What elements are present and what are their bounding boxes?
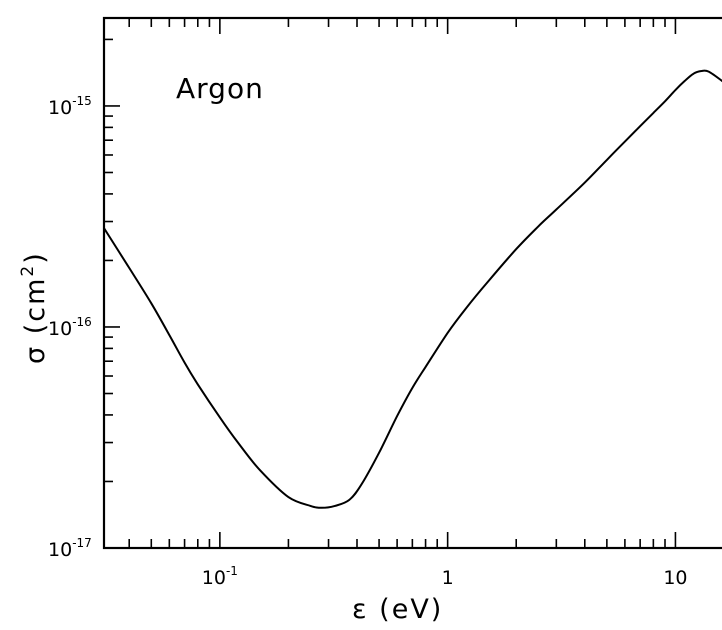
y-axis-label-main: σ (cm [20, 277, 51, 364]
y-tick-label-exp-0: -17 [72, 536, 92, 550]
x-axis-label: ε (eV) [352, 594, 443, 625]
x-tick-label-base-1: 1 [442, 567, 454, 589]
y-tick-label-1: 10-16 [48, 315, 92, 340]
annotation-argon: Argon [176, 72, 264, 105]
y-tick-label-base-2: 10 [48, 97, 72, 119]
axis-ticks [104, 18, 677, 549]
x-tick-label-exp-0: -1 [226, 564, 238, 578]
y-tick-label-base-0: 10 [48, 539, 72, 561]
y-axis-label: σ (cm2) [18, 251, 51, 364]
x-tick-label-base-2: 10 [663, 567, 687, 589]
plot-frame [102, 16, 722, 550]
y-tick-label-exp-1: -16 [72, 315, 92, 329]
y-axis-label-exp: 2 [18, 264, 38, 277]
x-tick-label-2: 10 [663, 567, 687, 589]
y-tick-label-0: 10-17 [48, 536, 92, 561]
cross-section-curve [103, 69, 722, 509]
y-tick-label-exp-2: -15 [72, 94, 92, 108]
y-tick-label-base-1: 10 [48, 318, 72, 340]
y-axis-label-close: ) [20, 251, 51, 264]
x-tick-label-base-0: 10 [202, 567, 226, 589]
y-tick-label-2: 10-15 [48, 94, 92, 119]
x-tick-label-0: 10-1 [202, 564, 238, 589]
x-tick-label-1: 1 [442, 567, 454, 589]
